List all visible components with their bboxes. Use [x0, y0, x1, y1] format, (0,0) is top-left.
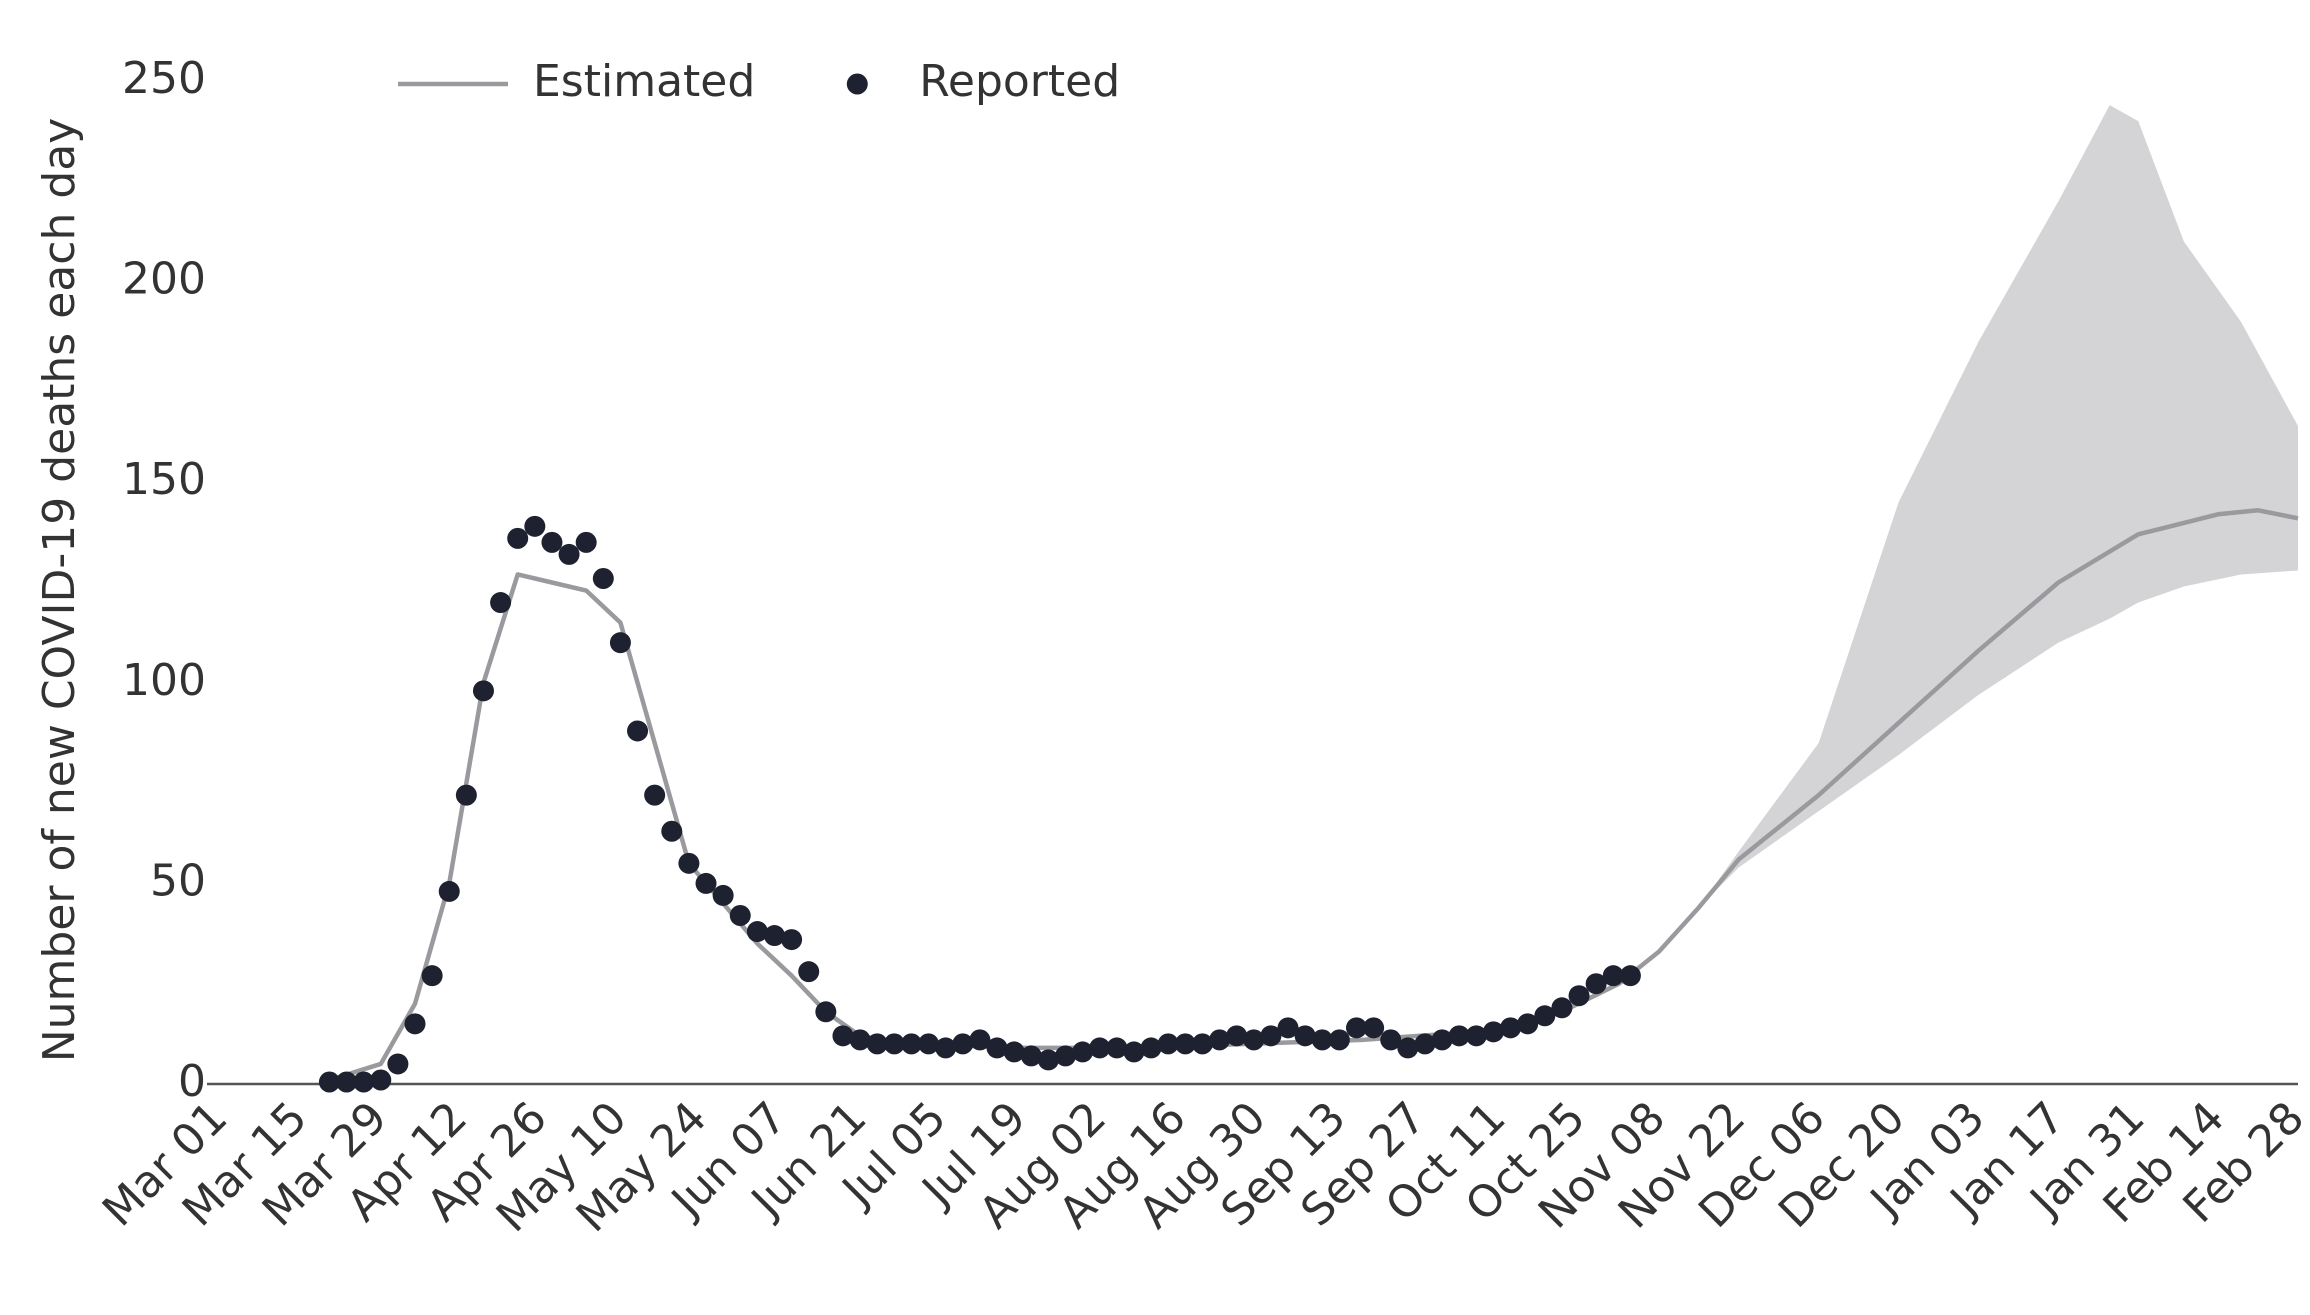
reported-point [609, 632, 631, 654]
reported-point [1157, 1033, 1179, 1055]
reported-point [781, 929, 803, 951]
reported-point [1260, 1025, 1282, 1047]
reported-point [524, 515, 546, 537]
reported-point [1003, 1041, 1025, 1063]
reported-point [592, 567, 614, 589]
reported-point [1500, 1017, 1522, 1039]
reported-point [1448, 1025, 1470, 1047]
y-tick-label: 200 [122, 254, 206, 305]
reported-point [1465, 1025, 1487, 1047]
reported-point [866, 1033, 888, 1055]
reported-point [1431, 1029, 1453, 1051]
reported-point [1619, 965, 1641, 987]
reported-point [678, 852, 700, 874]
reported-point [1551, 997, 1573, 1019]
reported-point [1140, 1037, 1162, 1059]
legend-label: Estimated [533, 56, 755, 107]
reported-point [763, 925, 785, 947]
reported-point [1054, 1045, 1076, 1067]
reported-point [986, 1037, 1008, 1059]
reported-point [318, 1071, 340, 1093]
reported-point [507, 527, 529, 549]
reported-point [900, 1033, 922, 1055]
reported-point [627, 720, 649, 742]
reported-point [1602, 965, 1624, 987]
reported-point [1328, 1029, 1350, 1051]
y-tick-label: 150 [122, 454, 206, 505]
reported-point [370, 1069, 392, 1091]
reported-point [404, 1013, 426, 1035]
reported-point [1174, 1033, 1196, 1055]
reported-point [421, 965, 443, 987]
legend-swatch [846, 73, 868, 95]
y-tick-label: 250 [122, 53, 206, 104]
reported-point [1346, 1017, 1368, 1039]
reported-point [815, 1001, 837, 1023]
reported-point [1277, 1017, 1299, 1039]
y-tick-label: 50 [150, 855, 206, 906]
reported-point [1534, 1005, 1556, 1027]
reported-point [438, 880, 460, 902]
reported-point [575, 531, 597, 553]
reported-point [1397, 1037, 1419, 1059]
reported-point [1380, 1029, 1402, 1051]
reported-point [1294, 1025, 1316, 1047]
reported-point [1414, 1033, 1436, 1055]
reported-point [1089, 1037, 1111, 1059]
reported-point [387, 1053, 409, 1075]
reported-point [661, 820, 683, 842]
reported-point [1568, 985, 1590, 1007]
reported-point [644, 784, 666, 806]
reported-point [849, 1029, 871, 1051]
reported-point [1106, 1037, 1128, 1059]
reported-point [1123, 1041, 1145, 1063]
reported-point [1020, 1045, 1042, 1067]
reported-point [918, 1033, 940, 1055]
reported-point [353, 1071, 375, 1093]
reported-point [832, 1025, 854, 1047]
reported-point [695, 872, 717, 894]
reported-point [490, 592, 512, 614]
reported-point [729, 904, 751, 926]
legend-label: Reported [919, 56, 1120, 107]
reported-point [336, 1071, 358, 1093]
reported-point [952, 1033, 974, 1055]
reported-point [712, 884, 734, 906]
reported-point [472, 680, 494, 702]
reported-point [935, 1037, 957, 1059]
y-tick-label: 100 [122, 655, 206, 706]
reported-point [1226, 1025, 1248, 1047]
reported-point [541, 531, 563, 553]
reported-point [558, 543, 580, 565]
reported-point [969, 1029, 991, 1051]
reported-point [455, 784, 477, 806]
reported-point [1243, 1029, 1265, 1051]
reported-point [1585, 973, 1607, 995]
reported-point [798, 961, 820, 983]
reported-point [1311, 1029, 1333, 1051]
reported-point [1482, 1021, 1504, 1043]
reported-point [883, 1033, 905, 1055]
reported-point [1209, 1029, 1231, 1051]
uncertainty-band [1618, 105, 2298, 984]
reported-point [1191, 1033, 1213, 1055]
reported-point [1363, 1017, 1385, 1039]
reported-point [1517, 1013, 1539, 1035]
reported-point [746, 921, 768, 943]
y-axis-label: Number of new COVID-19 deaths each day [34, 118, 85, 1063]
reported-point [1037, 1049, 1059, 1071]
reported-point [1072, 1041, 1094, 1063]
y-tick-label: 0 [178, 1056, 206, 1107]
